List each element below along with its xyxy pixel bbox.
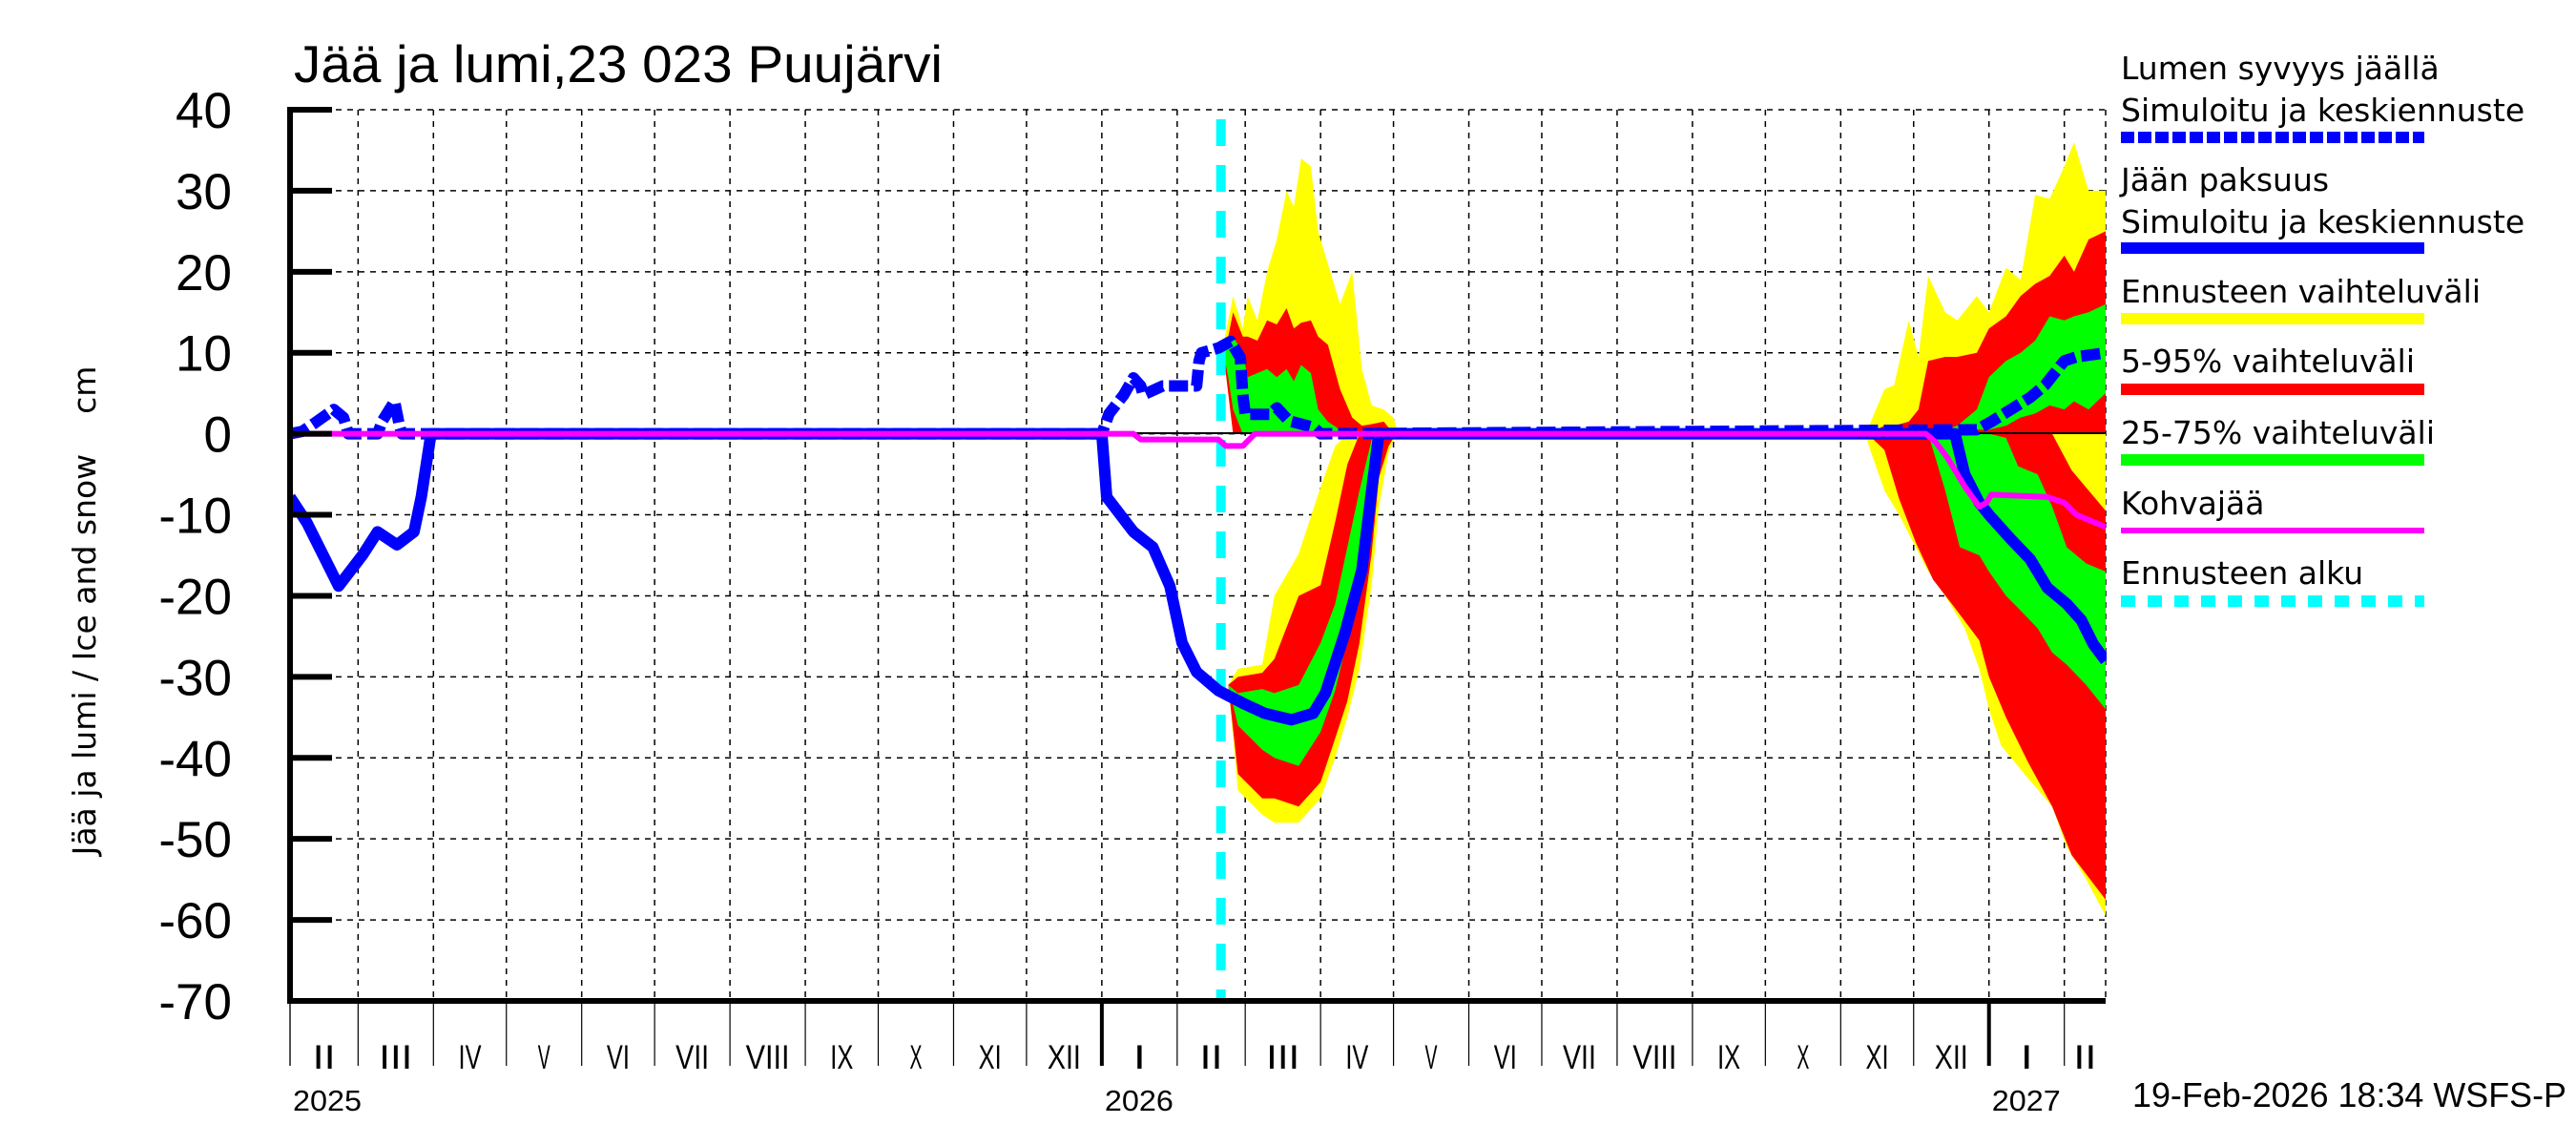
month-label: VI bbox=[1494, 1039, 1517, 1076]
legend-label: 25-75% vaihteluväli bbox=[2121, 414, 2435, 451]
month-label: IX bbox=[830, 1039, 853, 1076]
month-label: XII bbox=[1935, 1039, 1968, 1076]
month-label: X bbox=[909, 1039, 922, 1076]
y-tick-label: -50 bbox=[158, 812, 232, 868]
y-tick-label: -40 bbox=[158, 731, 232, 787]
month-label: X bbox=[1797, 1039, 1809, 1076]
y-tick-label: -70 bbox=[158, 974, 232, 1030]
series-lines bbox=[290, 335, 2107, 726]
month-label: VIII bbox=[746, 1039, 790, 1076]
y-tick-label: 10 bbox=[176, 326, 232, 383]
legend: Lumen syvyys jäällä Simuloitu ja keskienn… bbox=[2119, 50, 2524, 607]
y-tick-label: 40 bbox=[176, 83, 232, 139]
legend-label: Simuloitu ja keskiennuste bbox=[2121, 92, 2524, 129]
snow-depth-line bbox=[290, 335, 2107, 440]
grid bbox=[290, 109, 2107, 1001]
month-label: VIII bbox=[1632, 1039, 1676, 1076]
month-label: V bbox=[1425, 1039, 1438, 1076]
month-label: I bbox=[2021, 1039, 2033, 1076]
month-label: I bbox=[1133, 1039, 1146, 1076]
legend-label: Kohvajää bbox=[2121, 485, 2264, 522]
month-label: IX bbox=[1717, 1039, 1740, 1076]
y-tick-label: 30 bbox=[176, 164, 232, 220]
legend-label: Ennusteen alku bbox=[2121, 554, 2363, 592]
year-label: 2027 bbox=[1992, 1084, 2061, 1117]
legend-label: Ennusteen vaihteluväli bbox=[2121, 273, 2481, 310]
y-tick-label: -20 bbox=[158, 569, 232, 625]
ice-thickness-line bbox=[290, 427, 2107, 726]
month-label: XII bbox=[1048, 1039, 1081, 1076]
year-label: 2025 bbox=[293, 1084, 362, 1117]
chart-title: Jää ja lumi,23 023 Puujärvi bbox=[294, 34, 943, 94]
month-label: II bbox=[313, 1039, 336, 1076]
legend-label: 5-95% vaihteluväli bbox=[2121, 343, 2415, 380]
y-tick-label: 0 bbox=[204, 407, 232, 464]
month-label: VII bbox=[1563, 1039, 1596, 1076]
month-label: II bbox=[2073, 1039, 2096, 1076]
month-label: II bbox=[1200, 1039, 1223, 1076]
legend-label: Jään paksuus bbox=[2119, 161, 2329, 198]
month-label: III bbox=[379, 1039, 412, 1076]
y-axis-label: Jää ja lumi / Ice and snow cm bbox=[66, 366, 103, 858]
y-tick-label: -60 bbox=[158, 893, 232, 949]
forecast-bands bbox=[1223, 141, 2106, 916]
band-area bbox=[1928, 433, 2106, 710]
month-label: XI bbox=[979, 1039, 1002, 1076]
month-label: IV bbox=[1345, 1039, 1368, 1076]
month-label: VII bbox=[675, 1039, 709, 1076]
timestamp: 19-Feb-2026 18:34 WSFS-P bbox=[2132, 1075, 2566, 1114]
year-label: 2026 bbox=[1105, 1084, 1174, 1117]
y-tick-label: 20 bbox=[176, 245, 232, 302]
y-tick-label: -10 bbox=[158, 489, 232, 545]
month-label: III bbox=[1266, 1039, 1299, 1076]
band-area bbox=[1928, 303, 2106, 434]
month-label: IV bbox=[459, 1039, 482, 1076]
y-tick-label: -30 bbox=[158, 650, 232, 706]
legend-label: Lumen syvyys jäällä bbox=[2121, 50, 2440, 87]
legend-label: Simuloitu ja keskiennuste bbox=[2121, 203, 2524, 240]
slush-ice-line bbox=[290, 430, 2107, 531]
month-label: V bbox=[538, 1039, 551, 1076]
month-label: XI bbox=[1866, 1039, 1889, 1076]
month-label: VI bbox=[607, 1039, 630, 1076]
